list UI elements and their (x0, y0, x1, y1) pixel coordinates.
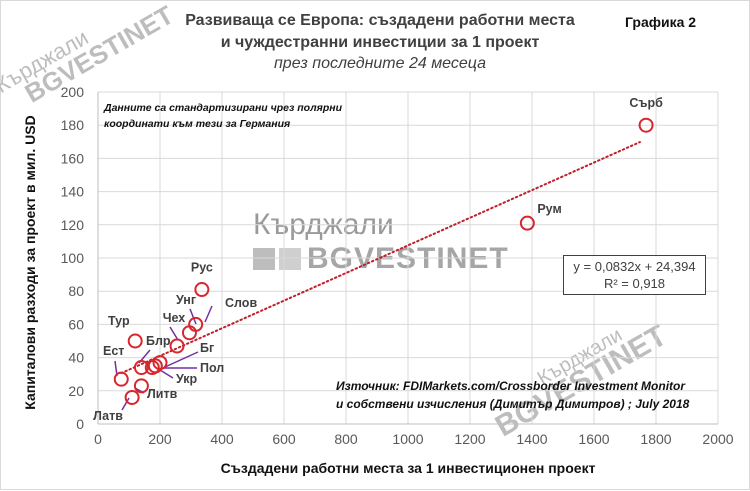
trendline-equation: y = 0,0832x + 24,394 (573, 259, 696, 274)
note-line-1: Данните са стандартизирани чрез полярни (104, 102, 342, 114)
data-point: Укр (144, 360, 198, 386)
chart-title: Развиваща се Европа: създадени работни м… (150, 10, 610, 54)
point-label: Пол (200, 361, 224, 375)
standardization-note: Данните са стандартизирани чрез полярни … (104, 100, 342, 132)
trendline (120, 141, 641, 375)
point-label: Укр (176, 372, 198, 386)
data-point: Унг (176, 293, 197, 341)
point-marker (124, 389, 140, 405)
y-tick-label: 60 (68, 316, 84, 332)
point-label: Ест (103, 344, 124, 358)
title-line-2: и чуждестранни инвестиции за 1 проект (220, 34, 540, 51)
leader-line (204, 305, 213, 323)
y-tick-label: 160 (61, 150, 85, 166)
point-marker (181, 325, 197, 341)
data-point: Блр (133, 334, 171, 376)
point-marker (133, 378, 149, 394)
y-tick-label: 180 (61, 117, 85, 133)
y-tick-label: 200 (61, 84, 85, 100)
point-label: Блр (146, 334, 171, 348)
point-marker (144, 360, 160, 376)
x-tick-label: 2000 (702, 431, 733, 447)
leader-line (164, 351, 199, 368)
x-axis-title: Създадени работни места за 1 инвестицион… (220, 460, 596, 476)
point-marker (113, 371, 129, 387)
point-label: Сърб (629, 96, 663, 110)
leader-line (121, 397, 130, 411)
point-label: Унг (176, 293, 196, 307)
x-tick-label: 1400 (516, 431, 547, 447)
leader-line (169, 326, 179, 341)
data-point: Сърб (629, 96, 663, 133)
x-tick-label: 1800 (640, 431, 671, 447)
data-point: Ест (103, 344, 129, 387)
point-label: Бг (200, 341, 214, 355)
y-tick-label: 80 (68, 283, 84, 299)
data-point: Рус (191, 261, 213, 298)
x-tick-label: 0 (94, 431, 102, 447)
chart-subtitle: през последните 24 месеца (273, 55, 487, 72)
x-tick-label: 400 (210, 431, 234, 447)
point-label: Тур (108, 314, 130, 328)
point-label: Слов (225, 296, 257, 310)
y-tick-label: 120 (61, 217, 85, 233)
x-tick-label: 600 (272, 431, 296, 447)
y-tick-label: 0 (76, 416, 84, 432)
trendline-equation-box: y = 0,0832x + 24,394 R² = 0,918 (563, 255, 706, 295)
x-tick-label: 1000 (392, 431, 423, 447)
point-marker (127, 333, 143, 349)
leader-line (159, 369, 174, 379)
source-line-1: Източник: FDIMarkets.com/Crossborder Inv… (336, 379, 686, 393)
x-tick-label: 1600 (578, 431, 609, 447)
y-axis-title: Капиталови разходи за проект в мил. USD (22, 115, 38, 410)
leader-line (189, 308, 197, 325)
source-line-2: и собствени изчисления (Димитър Димитров… (336, 397, 690, 411)
data-point: Тур (108, 314, 143, 349)
point-marker (519, 215, 535, 231)
point-marker (169, 338, 185, 354)
data-point: Латв (93, 389, 140, 423)
point-label: Латв (93, 409, 123, 423)
x-tick-label: 1200 (454, 431, 485, 447)
source-note: Източник: FDIMarkets.com/Crossborder Inv… (336, 377, 689, 413)
x-tick-label: 800 (334, 431, 358, 447)
point-label: Рум (537, 202, 561, 216)
note-line-2: координати към тези за Германия (104, 118, 291, 130)
point-label: Чех (163, 311, 186, 325)
point-marker (133, 360, 149, 376)
data-point: Чех (163, 311, 186, 354)
r-squared: R² = 0,918 (603, 276, 666, 291)
y-tick-label: 20 (68, 383, 84, 399)
title-line-1: Развиваща се Европа: създадени работни м… (185, 12, 575, 29)
point-label: Литв (147, 387, 178, 401)
trendline-path (120, 141, 641, 375)
point-marker (638, 117, 654, 133)
point-label: Рус (191, 261, 213, 275)
point-marker (194, 282, 210, 298)
x-tick-label: 200 (148, 431, 172, 447)
data-point: Литв (133, 378, 178, 401)
y-tick-label: 100 (61, 250, 85, 266)
y-tick-label: 140 (61, 184, 85, 200)
chart-number: Графика 2 (625, 14, 697, 30)
data-point: Рум (519, 202, 562, 231)
data-point: Слов (188, 296, 257, 332)
y-tick-label: 40 (68, 350, 84, 366)
